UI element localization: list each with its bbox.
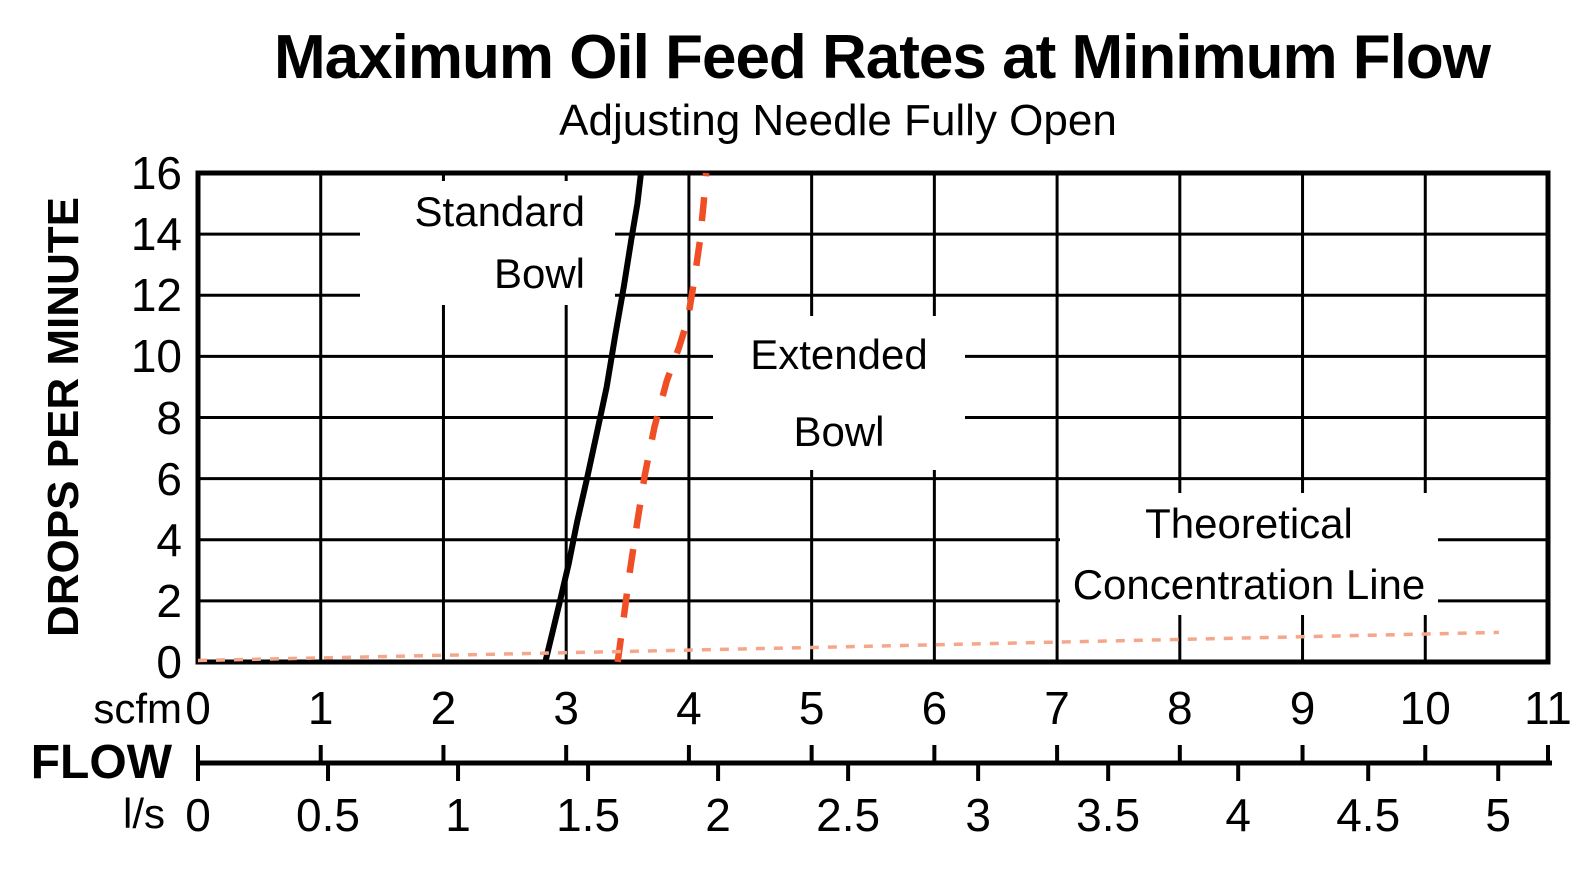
ls-tick-label: 2	[705, 789, 731, 841]
ls-tick-label: 2.5	[816, 789, 881, 841]
chart-subtitle: Adjusting Needle Fully Open	[559, 96, 1117, 145]
y-tick-label: 2	[156, 574, 182, 627]
ls-tick-label: 4	[1225, 789, 1251, 841]
scfm-tick-label: 9	[1289, 682, 1316, 734]
scfm-tick-label: 5	[798, 682, 825, 734]
annotation-line: Bowl	[793, 408, 885, 455]
series-extended-bowl	[614, 172, 710, 663]
scfm-tick-label: 2	[430, 682, 457, 734]
annotation-line: Extended	[750, 331, 928, 378]
annotation-theoretical-concentration-line: Theoretical Concentration Line	[1060, 493, 1438, 615]
series-standard-bowl	[542, 172, 644, 663]
ls-tick-label: 0.5	[296, 789, 360, 841]
scfm-tick-label: 10	[1399, 682, 1451, 734]
annotation-line: Bowl	[493, 250, 585, 297]
y-tick-label: 6	[156, 452, 182, 505]
ls-tick-label: 1	[445, 789, 471, 841]
plot-border	[195, 170, 1551, 665]
y-tick-label: 14	[130, 208, 182, 261]
scfm-unit-label: scfm	[93, 685, 182, 732]
annotation-line: Concentration Line	[1072, 561, 1426, 608]
y-tick-label: 16	[130, 147, 182, 199]
series-theoretical-concentration-line	[197, 630, 1499, 663]
ls-unit-label: l/s	[123, 790, 165, 837]
ls-tick-label: 4.5	[1336, 789, 1401, 841]
scfm-tick-label: 0	[185, 682, 211, 734]
ls-tick-label: 3	[965, 789, 991, 841]
ls-tick-label: 3.5	[1076, 789, 1141, 841]
y-tick-label: 10	[130, 330, 182, 383]
scfm-tick-label: 1	[307, 682, 334, 734]
annotation-standard-bowl: Standard Bowl	[360, 181, 615, 305]
y-tick-label: 4	[156, 513, 182, 566]
y-tick-label: 0	[156, 636, 182, 688]
ls-tick-label: 5	[1485, 789, 1512, 841]
y-tick-label: 12	[130, 269, 182, 322]
y-tick-label: 8	[156, 391, 182, 444]
annotation-line: Theoretical	[1145, 500, 1353, 547]
scfm-tick-label: 11	[1524, 682, 1572, 734]
ls-tick-label: 1.5	[556, 789, 621, 841]
scfm-tick-label: 3	[553, 682, 579, 734]
ls-tick-label: 0	[185, 789, 211, 841]
scfm-tick-label: 6	[921, 682, 948, 734]
scfm-tick-label: 7	[1044, 682, 1070, 734]
scfm-tick-label: 8	[1167, 682, 1193, 734]
flow-axis-label: FLOW	[30, 736, 172, 789]
annotation-line: Standard	[414, 188, 585, 235]
scfm-tick-label: 4	[676, 682, 702, 734]
chart-title: Maximum Oil Feed Rates at Minimum Flow	[274, 23, 1491, 92]
annotation-extended-bowl: Extended Bowl	[713, 316, 965, 470]
